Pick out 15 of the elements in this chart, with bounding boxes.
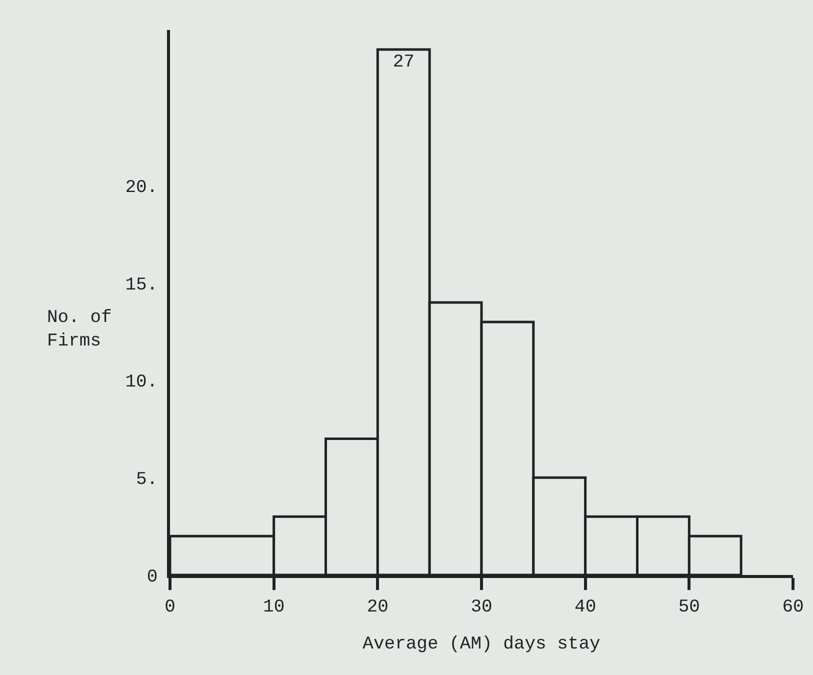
data-label: 27: [392, 52, 414, 72]
x-tick-label: 40: [574, 597, 596, 618]
y-tick-label: 5.: [136, 470, 158, 490]
y-tick-label: 20.: [125, 178, 158, 198]
x-axis-title: Average (AM) days stay: [362, 634, 601, 654]
y-tick-label: 15.: [125, 275, 158, 296]
x-tick-label: 60: [782, 597, 804, 618]
x-tick-label: 30: [470, 597, 492, 618]
x-tick-label: 20: [366, 597, 388, 618]
y-axis-title: No. of Firms: [47, 308, 112, 352]
y-tick-label: 0: [146, 567, 158, 588]
x-tick-label: 0: [164, 597, 176, 618]
x-tick-label: 50: [678, 597, 700, 618]
y-tick-label: 10.: [125, 372, 158, 393]
x-tick-label: 10: [263, 597, 285, 618]
